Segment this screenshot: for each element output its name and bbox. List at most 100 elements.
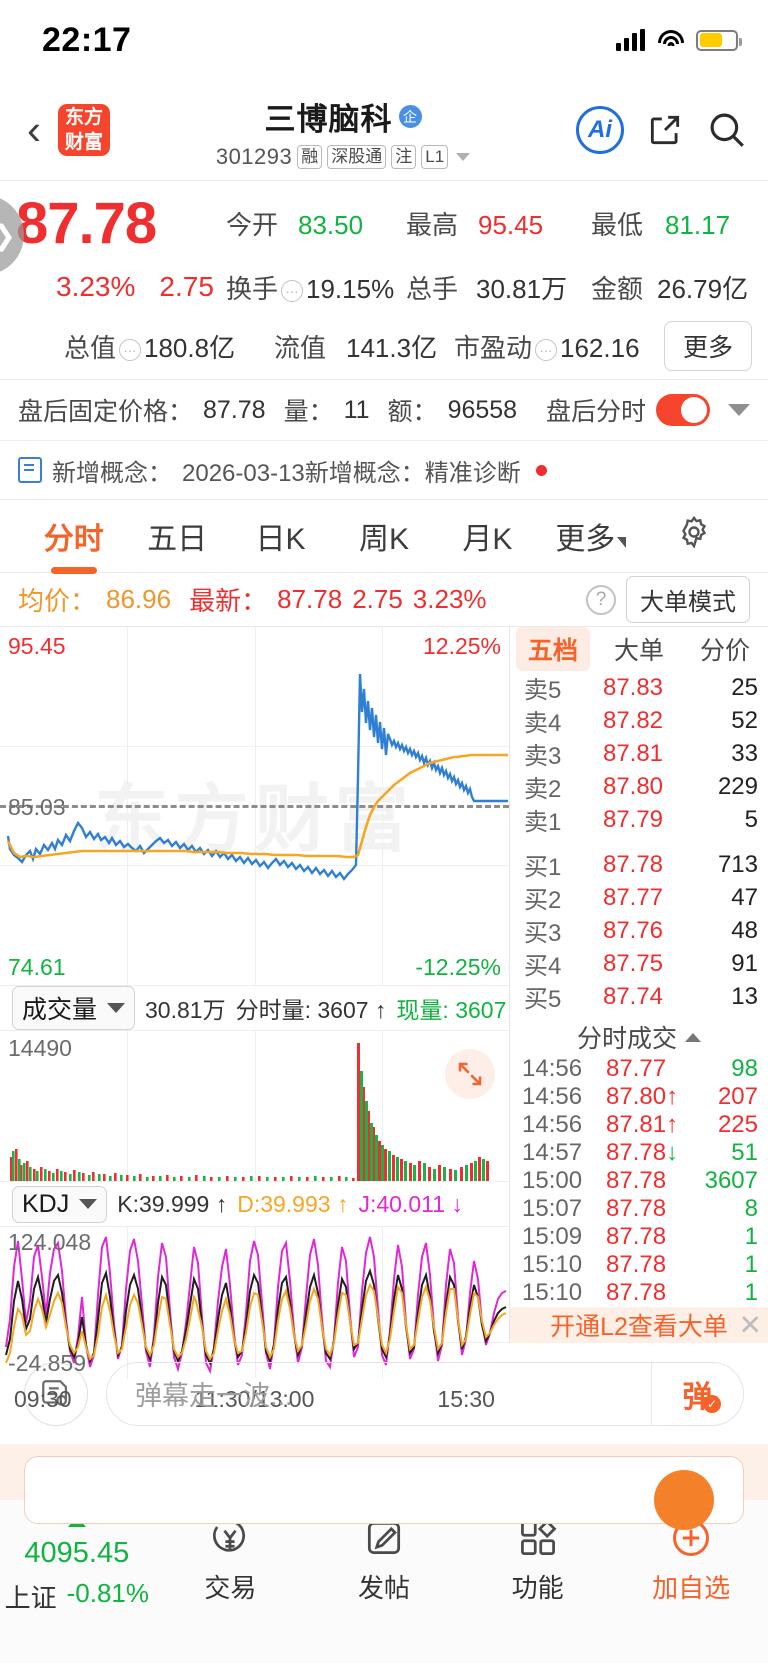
quote-block: ❯ 87.78 今开 83.50 最高 95.45 最低 81.17 3.23%… bbox=[0, 181, 768, 379]
kdj-d-value: D:39.993 ↑ bbox=[237, 1190, 349, 1217]
close-icon[interactable]: ✕ bbox=[738, 1309, 762, 1341]
info-dots-icon[interactable]: ··· bbox=[119, 339, 142, 361]
tab-more-label: 更多 bbox=[555, 523, 616, 556]
tick-time: 14:56 bbox=[522, 1111, 583, 1138]
tab-more[interactable]: 更多 bbox=[539, 514, 642, 558]
bottom-nav-add-watchlist[interactable]: 加自选 bbox=[614, 1516, 768, 1605]
quote-value-turnover: 19.15% bbox=[306, 273, 395, 304]
tick-time: 14:56 bbox=[522, 1083, 583, 1110]
expand-arrows-icon[interactable] bbox=[445, 1049, 495, 1099]
tick-list-header[interactable]: 分时成交 bbox=[510, 1019, 768, 1055]
ask-qty: 229 bbox=[717, 772, 758, 800]
tick-qty: 3607 bbox=[704, 1167, 758, 1194]
change-percent: 3.23% bbox=[56, 271, 136, 302]
last-change-abs: 2.75 bbox=[352, 584, 403, 614]
tab-price-dist[interactable]: 分价 bbox=[699, 637, 750, 665]
order-book-ask-row[interactable]: 卖4 87.82 52 bbox=[510, 704, 768, 738]
quote-label-pe: 市盈动 bbox=[454, 332, 533, 363]
order-book-ask-row[interactable]: 卖3 87.81 33 bbox=[510, 737, 768, 771]
big-order-mode-button[interactable]: 大单模式 bbox=[626, 576, 750, 623]
tick-row: 15:07 87.78 8 bbox=[510, 1195, 768, 1223]
price-chart[interactable]: 东方财富 95.45 12.25% 85.03 74.61 -12.25% bbox=[0, 627, 509, 985]
danmu-input[interactable]: 弹幕走一波... 弹 ✓ bbox=[106, 1361, 744, 1426]
order-book-bid-row[interactable]: 买2 87.77 47 bbox=[510, 881, 768, 915]
ask-label: 卖2 bbox=[524, 776, 562, 803]
ask-price: 87.83 bbox=[602, 673, 664, 701]
question-mark-icon[interactable]: ? bbox=[586, 584, 616, 615]
tag-margin: 融 bbox=[297, 144, 323, 170]
gear-icon bbox=[682, 515, 707, 549]
info-dots-icon[interactable]: ··· bbox=[535, 339, 558, 361]
index-name: 上证 bbox=[4, 1583, 57, 1613]
bid-label: 买2 bbox=[524, 887, 562, 914]
nav-subtitle-row: 301293 融 深股通 注 L1 bbox=[216, 144, 471, 170]
quote-label-floatcap: 流值 bbox=[274, 332, 327, 363]
price-axis-mid: 85.03 bbox=[8, 794, 66, 820]
search-icon[interactable] bbox=[706, 109, 748, 151]
tab-fenshi[interactable]: 分时 bbox=[22, 514, 125, 558]
tab-five-levels[interactable]: 五档 bbox=[515, 627, 590, 671]
tab-weekly-k[interactable]: 周K bbox=[358, 523, 409, 556]
last-price: 87.78 bbox=[16, 190, 157, 256]
after-hours-toggle[interactable] bbox=[656, 394, 710, 426]
bottom-nav-trade[interactable]: 交易 bbox=[154, 1516, 308, 1605]
quote-row-tertiary: 总值 ··· 180.8亿 流值 141.3亿 市盈动 ··· 162.16 更… bbox=[16, 317, 752, 375]
l2-promo-banner[interactable]: 开通L2查看大单 ✕ bbox=[510, 1307, 768, 1343]
chevron-down-icon[interactable] bbox=[728, 404, 750, 416]
bottom-nav-functions[interactable]: 功能 bbox=[461, 1516, 615, 1605]
tick-qty: 98 bbox=[731, 1055, 758, 1082]
volume-indicator-selector[interactable]: 成交量 bbox=[12, 986, 136, 1030]
bottom-nav-post[interactable]: 发帖 bbox=[307, 1516, 461, 1605]
nav-title-block[interactable]: 三博脑科 企 301293 融 深股通 注 L1 bbox=[110, 94, 576, 170]
quote-value-pe: 162.16 bbox=[560, 332, 640, 363]
kdj-indicator-selector[interactable]: KDJ bbox=[12, 1185, 108, 1223]
brand-logo[interactable]: 东方 财富 bbox=[58, 104, 110, 156]
concept-row[interactable]: 新增概念： 2026-03-13新增概念：精准诊断 bbox=[0, 441, 768, 499]
order-book-tabs: 五档 大单 分价 bbox=[510, 627, 768, 671]
quote-label-turnover: 换手 bbox=[226, 273, 279, 304]
post-note-icon[interactable] bbox=[24, 1361, 88, 1426]
volume-chart[interactable]: 14490 bbox=[0, 1031, 509, 1181]
bid-price: 87.76 bbox=[602, 916, 664, 944]
bid-price: 87.78 bbox=[602, 850, 664, 878]
promo-card[interactable] bbox=[24, 1456, 744, 1524]
volume-selector-label: 成交量 bbox=[22, 996, 98, 1024]
after-hours-amt-label: 额： bbox=[387, 398, 438, 426]
ask-label: 卖1 bbox=[524, 809, 562, 836]
tab-monthly-k[interactable]: 月K bbox=[462, 523, 513, 556]
kdj-chart[interactable]: 124.048 -24.859 bbox=[0, 1227, 509, 1379]
bottom-nav-add-label: 加自选 bbox=[652, 1573, 731, 1603]
bottom-nav-functions-label: 功能 bbox=[511, 1573, 564, 1603]
danmu-send-button[interactable]: 弹 ✓ bbox=[651, 1362, 743, 1425]
tab-big-orders[interactable]: 大单 bbox=[613, 637, 664, 665]
ai-assistant-icon[interactable]: Ai bbox=[576, 106, 624, 154]
order-book-bid-row[interactable]: 买3 87.76 48 bbox=[510, 914, 768, 948]
chevron-down-icon[interactable] bbox=[456, 153, 471, 161]
back-chevron-icon[interactable]: ‹ bbox=[27, 106, 41, 153]
order-book-bid-row[interactable]: 买1 87.78 713 bbox=[510, 848, 768, 882]
order-book-ask-row[interactable]: 卖5 87.83 25 bbox=[510, 671, 768, 705]
share-icon[interactable] bbox=[646, 111, 684, 149]
tab-five-day[interactable]: 五日 bbox=[147, 523, 208, 556]
order-book-ask-row[interactable]: 卖2 87.80 229 bbox=[510, 770, 768, 804]
ask-label: 卖3 bbox=[524, 743, 562, 770]
kdj-header: KDJ K:39.999 ↑ D:39.993 ↑ J:40.011 ↓ bbox=[0, 1181, 509, 1227]
tick-list-title: 分时成交 bbox=[576, 1025, 677, 1053]
promo-strip[interactable] bbox=[0, 1444, 768, 1530]
order-book-ask-row[interactable]: 卖1 87.79 5 bbox=[510, 803, 768, 837]
x-label-open: 09:30 bbox=[14, 1385, 72, 1412]
info-dots-icon[interactable]: ··· bbox=[281, 280, 304, 302]
order-book-bid-row[interactable]: 买5 87.74 13 bbox=[510, 980, 768, 1014]
after-hours-vol-label: 量： bbox=[283, 398, 334, 426]
tab-daily-k[interactable]: 日K bbox=[255, 523, 306, 556]
avg-value: 86.96 bbox=[106, 584, 172, 614]
status-bar-indicators bbox=[616, 29, 742, 51]
bid-price: 87.77 bbox=[602, 883, 664, 911]
bottom-nav-index[interactable]: 4095.45 上证 -0.81% bbox=[0, 1516, 154, 1615]
more-button[interactable]: 更多 bbox=[663, 321, 752, 371]
tick-price: 87.78 bbox=[606, 1251, 667, 1278]
bid-label: 买1 bbox=[524, 854, 562, 881]
chart-settings-button[interactable] bbox=[643, 514, 746, 558]
order-book-bid-row[interactable]: 买4 87.75 91 bbox=[510, 947, 768, 981]
last-label: 最新： bbox=[189, 586, 268, 616]
